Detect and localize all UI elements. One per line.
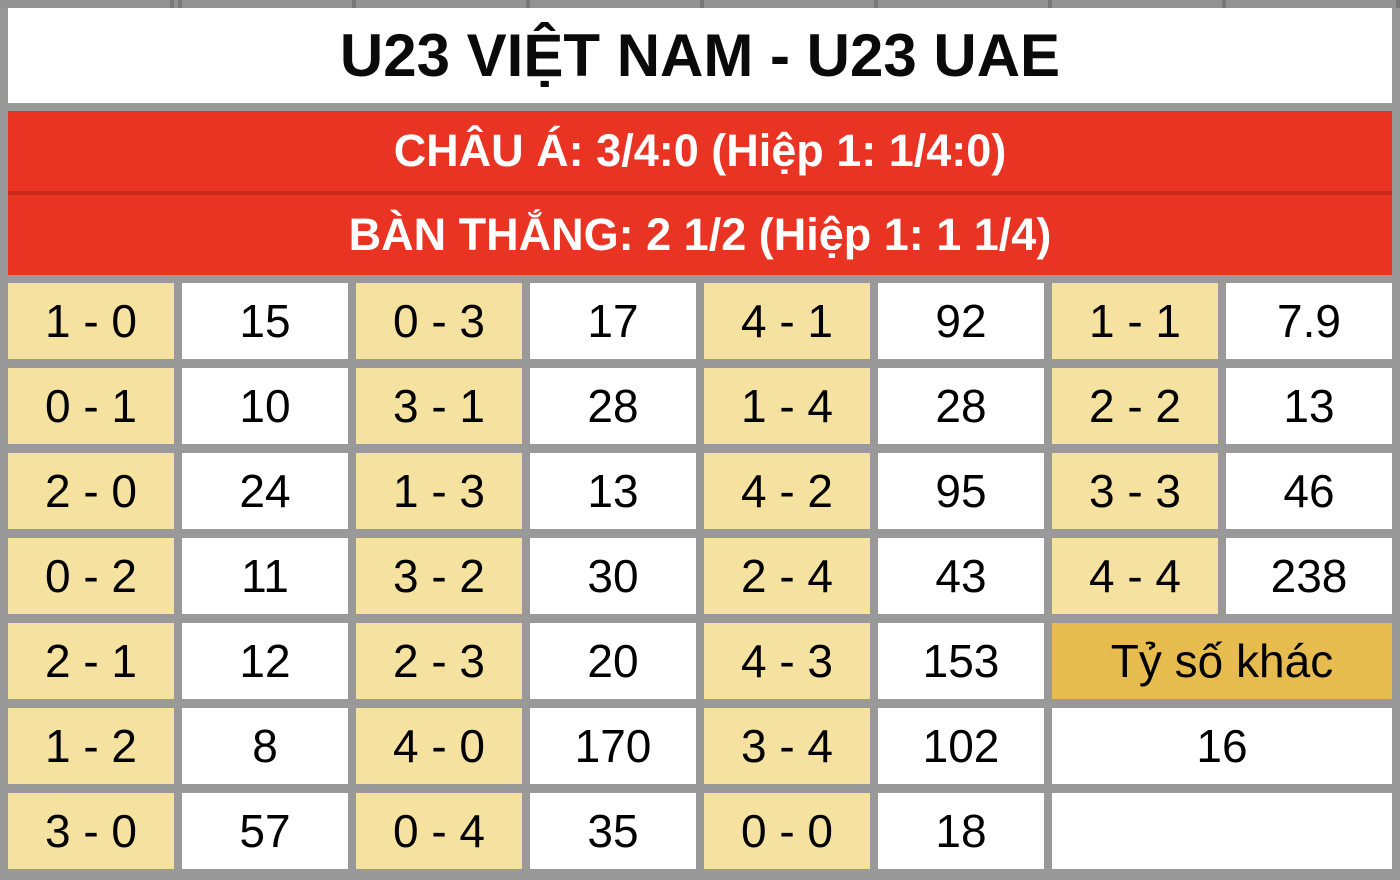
match-title-bar: U23 VIỆT NAM - U23 UAE [8, 8, 1392, 103]
correct-score-odds-grid: 1 - 0 15 0 - 3 17 4 - 1 92 1 - 1 7.9 0 -… [8, 283, 1392, 869]
score-cell: 4 - 1 [704, 283, 870, 359]
score-cell: 2 - 4 [704, 538, 870, 614]
odds-cell[interactable]: 35 [530, 793, 696, 869]
score-cell: 2 - 1 [8, 623, 174, 699]
score-cell: 0 - 3 [356, 283, 522, 359]
score-cell: 0 - 0 [704, 793, 870, 869]
score-cell: 1 - 4 [704, 368, 870, 444]
score-cell: 1 - 3 [356, 453, 522, 529]
odds-cell[interactable]: 28 [878, 368, 1044, 444]
score-cell: 4 - 2 [704, 453, 870, 529]
goals-total-banner: BÀN THẮNG: 2 1/2 (Hiệp 1: 1 1/4) [8, 195, 1392, 275]
score-cell: 2 - 2 [1052, 368, 1218, 444]
score-cell: 3 - 2 [356, 538, 522, 614]
score-cell: 0 - 4 [356, 793, 522, 869]
cropped-row-remnant [0, 0, 1400, 8]
score-cell: 2 - 3 [356, 623, 522, 699]
board-content: U23 VIỆT NAM - U23 UAE CHÂU Á: 3/4:0 (Hi… [0, 8, 1400, 869]
odds-cell[interactable]: 28 [530, 368, 696, 444]
score-cell: 4 - 0 [356, 708, 522, 784]
odds-cell[interactable]: 13 [530, 453, 696, 529]
odds-cell[interactable]: 153 [878, 623, 1044, 699]
score-cell: 3 - 3 [1052, 453, 1218, 529]
odds-cell[interactable]: 30 [530, 538, 696, 614]
odds-cell[interactable]: 17 [530, 283, 696, 359]
odds-cell[interactable]: 95 [878, 453, 1044, 529]
odds-cell[interactable]: 20 [530, 623, 696, 699]
odds-cell[interactable]: 102 [878, 708, 1044, 784]
asian-handicap-text: CHÂU Á: 3/4:0 (Hiệp 1: 1/4:0) [393, 125, 1007, 176]
odds-cell[interactable]: 11 [182, 538, 348, 614]
score-cell: 4 - 3 [704, 623, 870, 699]
banner-divider [8, 191, 1392, 195]
score-cell: 1 - 0 [8, 283, 174, 359]
match-title: U23 VIỆT NAM - U23 UAE [339, 22, 1061, 89]
goals-total-text: BÀN THẮNG: 2 1/2 (Hiệp 1: 1 1/4) [348, 209, 1052, 260]
odds-cell[interactable]: 7.9 [1226, 283, 1392, 359]
odds-cell[interactable]: 46 [1226, 453, 1392, 529]
odds-cell[interactable]: 43 [878, 538, 1044, 614]
score-cell: 0 - 1 [8, 368, 174, 444]
score-cell: 3 - 4 [704, 708, 870, 784]
score-cell: 0 - 2 [8, 538, 174, 614]
odds-cell[interactable]: 238 [1226, 538, 1392, 614]
odds-cell[interactable]: 15 [182, 283, 348, 359]
odds-cell[interactable]: 24 [182, 453, 348, 529]
odds-cell[interactable]: 8 [182, 708, 348, 784]
other-score-odds-cell[interactable]: 16 [1052, 708, 1392, 784]
score-cell: 1 - 1 [1052, 283, 1218, 359]
score-cell: 3 - 1 [356, 368, 522, 444]
odds-cell[interactable]: 170 [530, 708, 696, 784]
score-cell: 1 - 2 [8, 708, 174, 784]
odds-cell[interactable]: 10 [182, 368, 348, 444]
other-score-label-cell: Tỷ số khác [1052, 623, 1392, 699]
handicap-banners: CHÂU Á: 3/4:0 (Hiệp 1: 1/4:0) BÀN THẮNG:… [8, 111, 1392, 275]
odds-cell[interactable]: 13 [1226, 368, 1392, 444]
odds-cell[interactable]: 57 [182, 793, 348, 869]
odds-cell[interactable]: 18 [878, 793, 1044, 869]
empty-cell [1052, 793, 1392, 869]
score-cell: 2 - 0 [8, 453, 174, 529]
asian-handicap-banner: CHÂU Á: 3/4:0 (Hiệp 1: 1/4:0) [8, 111, 1392, 191]
odds-cell[interactable]: 12 [182, 623, 348, 699]
odds-cell[interactable]: 92 [878, 283, 1044, 359]
score-cell: 4 - 4 [1052, 538, 1218, 614]
score-cell: 3 - 0 [8, 793, 174, 869]
